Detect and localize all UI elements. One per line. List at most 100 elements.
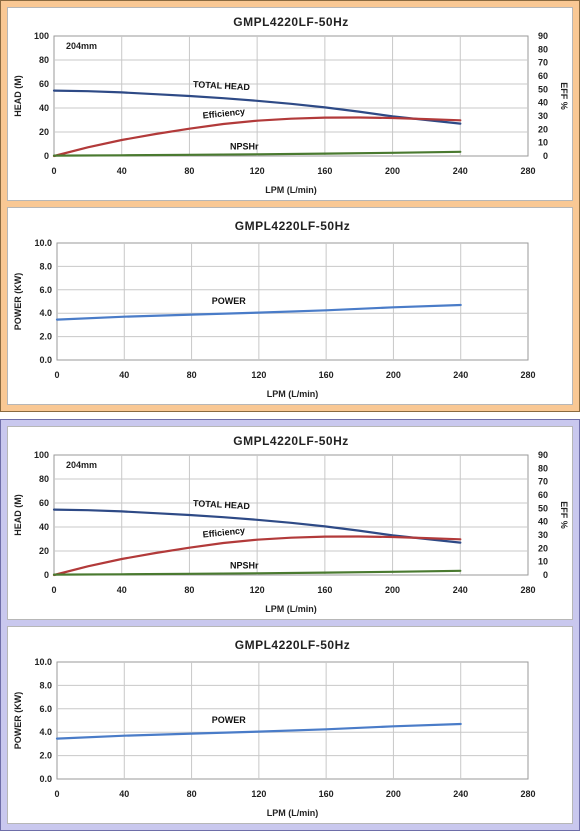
power-chart-card: GMPL4220LF-50Hz 0 40 80 120 160 200 240 280 0.0 2.… — [7, 207, 573, 405]
series-label-efficiency: Efficiency — [202, 106, 245, 120]
y-tick-label: 2.0 — [39, 332, 52, 342]
x-tick-label: 200 — [386, 789, 401, 799]
series-label-total-head: TOTAL HEAD — [193, 498, 251, 511]
y-tick-label: 8.0 — [39, 680, 52, 690]
y-tick-label: 6.0 — [39, 285, 52, 295]
x-axis-label: LPM (L/min) — [265, 604, 317, 614]
series-label-power: POWER — [212, 296, 247, 306]
x-tick-label: 240 — [453, 585, 468, 595]
series-line-efficiency — [52, 116, 462, 158]
y2-tick-label: 50 — [538, 84, 548, 94]
y-tick-label: 100 — [34, 31, 49, 41]
x-tick-label: 80 — [187, 370, 197, 380]
y-tick-label: 100 — [34, 450, 49, 460]
power-chart-card: GMPL4220LF-50Hz 0 40 80 120 160 200 240 280 0.0 2.… — [7, 626, 573, 824]
x-tick-label: 80 — [187, 789, 197, 799]
y-tick-label: 0 — [44, 570, 49, 580]
panel-top: GMPL4220LF-50Hz 0 40 80 120 160 200 240 280 0 20 40… — [0, 0, 580, 412]
y-tick-label: 4.0 — [39, 727, 52, 737]
y-tick-label: 60 — [39, 498, 49, 508]
x-tick-label: 240 — [453, 789, 468, 799]
x-axis-label: LPM (L/min) — [267, 808, 319, 818]
y2-tick-label: 80 — [538, 463, 548, 473]
chart-title: GMPL4220LF-50Hz — [233, 15, 349, 29]
x-tick-label: 240 — [453, 166, 468, 176]
y-tick-label: 0 — [44, 151, 49, 161]
y2-axis-label: EFF % — [559, 501, 569, 529]
x-tick-label: 160 — [317, 166, 332, 176]
y-tick-label: 40 — [39, 103, 49, 113]
y-tick-label: 80 — [39, 55, 49, 65]
y-axis-label: HEAD (M) — [13, 494, 23, 536]
y-tick-label: 10.0 — [34, 657, 52, 667]
y2-tick-label: 30 — [538, 111, 548, 121]
series-label-total-head: TOTAL HEAD — [193, 79, 251, 92]
x-tick-label: 40 — [117, 585, 127, 595]
y2-tick-label: 0 — [543, 151, 548, 161]
y-tick-label: 10.0 — [34, 238, 52, 248]
y2-tick-label: 10 — [538, 557, 548, 567]
x-tick-label: 120 — [251, 789, 266, 799]
y2-tick-label: 40 — [538, 98, 548, 108]
x-tick-label: 0 — [51, 166, 56, 176]
series-line-npshr — [52, 569, 462, 576]
y-tick-label: 6.0 — [39, 704, 52, 714]
y-tick-label: 0.0 — [39, 774, 52, 784]
series-line-efficiency — [52, 535, 462, 577]
performance-chart-card: GMPL4220LF-50Hz 0 40 80 120 160 200 240 280 0 20 40… — [7, 7, 573, 201]
y-tick-label: 2.0 — [39, 751, 52, 761]
impeller-size-label: 204mm — [66, 41, 97, 51]
y2-tick-label: 40 — [538, 517, 548, 527]
x-tick-label: 0 — [51, 585, 56, 595]
power-chart: GMPL4220LF-50Hz 0 40 80 120 160 200 240 280 0.0 2.… — [13, 219, 536, 399]
x-tick-label: 120 — [250, 585, 265, 595]
x-axis-label: LPM (L/min) — [265, 185, 317, 195]
x-tick-label: 200 — [385, 166, 400, 176]
x-tick-label: 240 — [453, 370, 468, 380]
series-label-power: POWER — [212, 715, 247, 725]
y2-axis-label: EFF % — [559, 82, 569, 110]
y-tick-label: 60 — [39, 79, 49, 89]
x-tick-label: 40 — [119, 789, 129, 799]
y-tick-label: 0.0 — [39, 355, 52, 365]
x-tick-label: 280 — [520, 789, 535, 799]
chart-title: GMPL4220LF-50Hz — [235, 219, 351, 233]
series-line-npshr — [52, 150, 462, 157]
series-label-npshr: NPSHr — [230, 142, 259, 152]
x-tick-label: 200 — [385, 585, 400, 595]
x-tick-label: 160 — [319, 370, 334, 380]
x-tick-label: 0 — [54, 789, 59, 799]
series-line-total-head — [52, 508, 462, 544]
y2-tick-label: 50 — [538, 503, 548, 513]
series-line-power — [55, 722, 462, 740]
x-tick-label: 0 — [54, 370, 59, 380]
y2-tick-label: 20 — [538, 124, 548, 134]
y-axis-label: POWER (KW) — [13, 692, 23, 750]
y-axis-label: HEAD (M) — [13, 75, 23, 117]
x-tick-label: 80 — [184, 166, 194, 176]
x-axis-label: LPM (L/min) — [267, 389, 319, 399]
y-tick-label: 80 — [39, 474, 49, 484]
y2-tick-label: 60 — [538, 490, 548, 500]
x-tick-label: 200 — [386, 370, 401, 380]
x-tick-label: 280 — [520, 166, 535, 176]
y-axis-label: POWER (KW) — [13, 273, 23, 331]
y2-tick-label: 70 — [538, 477, 548, 487]
y-tick-label: 20 — [39, 546, 49, 556]
chart-title: GMPL4220LF-50Hz — [235, 638, 351, 652]
y2-tick-label: 60 — [538, 71, 548, 81]
y-tick-label: 4.0 — [39, 308, 52, 318]
y2-tick-label: 30 — [538, 530, 548, 540]
x-tick-label: 40 — [119, 370, 129, 380]
x-tick-label: 120 — [251, 370, 266, 380]
y2-tick-label: 80 — [538, 44, 548, 54]
y2-tick-label: 0 — [543, 570, 548, 580]
x-tick-label: 160 — [317, 585, 332, 595]
chart-title: GMPL4220LF-50Hz — [233, 434, 349, 448]
plot-area — [53, 454, 529, 576]
series-line-power — [55, 303, 462, 321]
y-tick-label: 8.0 — [39, 261, 52, 271]
impeller-size-label: 204mm — [66, 460, 97, 470]
